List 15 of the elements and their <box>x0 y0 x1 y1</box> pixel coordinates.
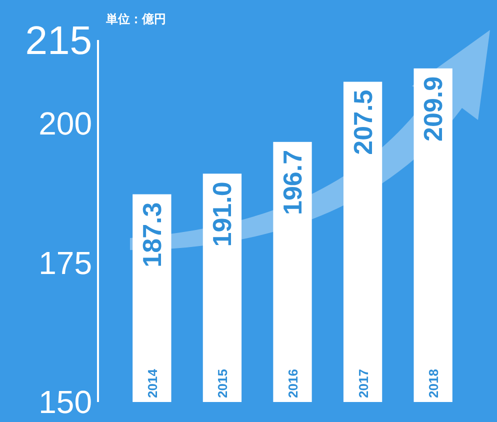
x-tick-label: 2017 <box>356 369 371 398</box>
x-tick-label: 2014 <box>144 368 160 398</box>
data-label: 191.0 <box>207 182 238 247</box>
data-label: 196.7 <box>278 150 308 215</box>
y-tick-label: 215 <box>25 19 92 63</box>
data-label: 187.3 <box>136 202 167 268</box>
x-tick-label: 2015 <box>215 369 230 398</box>
data-label: 209.9 <box>418 76 448 142</box>
y-tick-label: 150 <box>38 384 92 420</box>
x-tick-label: 2018 <box>426 369 442 398</box>
y-axis-title: 単位：億円 <box>105 12 166 26</box>
data-label: 207.5 <box>348 90 378 155</box>
y-tick-label: 175 <box>38 244 92 281</box>
y-tick-label: 200 <box>38 106 92 142</box>
x-tick-label: 2016 <box>286 369 300 398</box>
